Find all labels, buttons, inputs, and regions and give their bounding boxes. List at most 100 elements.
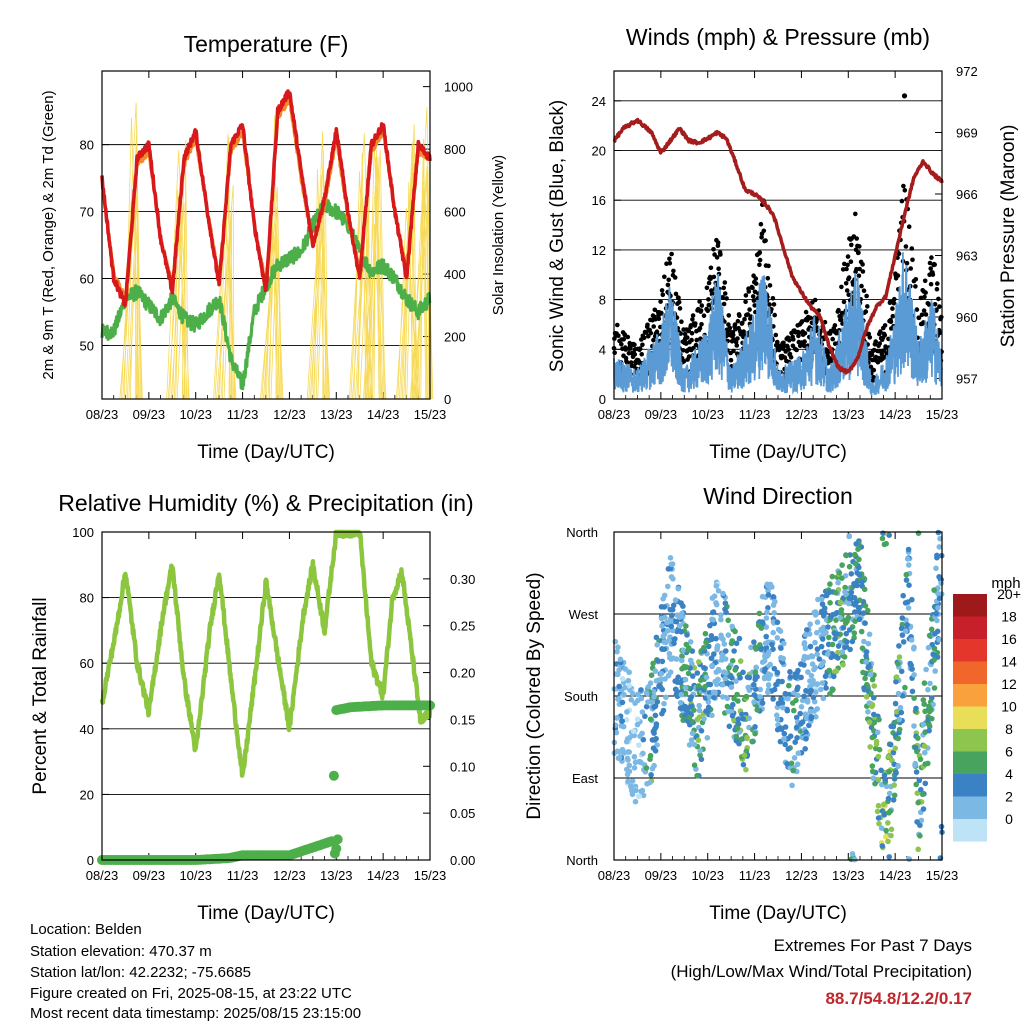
direction-point	[642, 713, 648, 720]
direction-point	[885, 753, 892, 760]
gust-point	[699, 303, 705, 308]
direction-point	[696, 659, 702, 665]
direction-point	[659, 658, 666, 665]
direction-point	[731, 648, 737, 654]
direction-point	[922, 780, 929, 787]
direction-point	[701, 716, 707, 722]
gust-point	[906, 224, 912, 229]
direction-point	[772, 598, 778, 605]
x-tick-label: 12/23	[785, 407, 818, 422]
direction-point	[879, 535, 886, 542]
direction-point	[774, 635, 781, 641]
gust-point	[750, 294, 756, 299]
gust-point	[929, 255, 934, 260]
direction-point	[769, 584, 775, 590]
direction-point	[643, 703, 650, 710]
direction-point	[829, 573, 836, 580]
gust-point	[796, 330, 802, 336]
direction-point	[835, 643, 842, 649]
direction-point	[638, 687, 644, 693]
direction-point	[687, 639, 694, 645]
gust-point	[801, 343, 807, 349]
direction-point	[708, 633, 715, 639]
direction-point	[766, 649, 772, 655]
direction-point	[862, 620, 868, 626]
direction-point	[694, 772, 700, 779]
direction-point	[682, 690, 689, 697]
x-tick-label: 13/23	[832, 868, 865, 883]
direction-point	[653, 721, 660, 727]
y2-tick-label: 960	[956, 310, 978, 325]
y-tick-label: North	[566, 525, 598, 540]
direction-point	[631, 765, 638, 771]
gust-point	[740, 320, 745, 326]
gust-point	[901, 93, 908, 99]
direction-point	[856, 556, 862, 563]
direction-point	[694, 670, 701, 676]
direction-point	[795, 750, 802, 756]
direction-point	[936, 595, 943, 602]
direction-point	[732, 667, 738, 673]
gust-point	[697, 326, 703, 331]
direction-point	[779, 678, 785, 685]
y2-tick-label: 972	[956, 64, 978, 79]
direction-point	[846, 627, 853, 633]
direction-point	[651, 730, 657, 736]
direction-point	[669, 612, 675, 619]
gust-point	[799, 319, 805, 324]
direction-point	[875, 753, 882, 760]
direction-point	[915, 799, 921, 806]
direction-point	[659, 623, 665, 629]
direction-point	[863, 653, 869, 659]
direction-point	[869, 763, 876, 769]
gust-point	[722, 280, 728, 285]
direction-point	[933, 610, 939, 617]
direction-point	[861, 586, 868, 593]
direction-point	[652, 726, 658, 732]
direction-point	[625, 749, 631, 755]
direction-point	[718, 616, 724, 623]
direction-point	[788, 760, 795, 767]
gust-point	[710, 291, 715, 296]
direction-point	[810, 681, 816, 687]
direction-point	[883, 827, 889, 834]
direction-point	[780, 704, 786, 711]
humidity-plot: 08/23 09/23 10/23 11/23 12/23 13/23 14/23 15/23…	[72, 525, 475, 883]
direction-point	[869, 703, 875, 710]
y-tick-label: South	[564, 689, 598, 704]
direction-point	[754, 707, 760, 713]
direction-point	[805, 654, 811, 661]
direction-point	[808, 672, 815, 679]
gust-point	[758, 221, 764, 227]
gust-point	[686, 328, 691, 334]
temperature-xlabel: Time (Day/UTC)	[197, 442, 335, 463]
gust-point	[721, 301, 727, 307]
gust-point	[908, 266, 913, 271]
direction-point	[839, 649, 846, 655]
direction-point	[833, 668, 840, 674]
direction-point	[632, 798, 639, 805]
direction-point	[629, 791, 636, 798]
gust-point	[766, 263, 771, 269]
direction-point	[678, 629, 684, 635]
direction-point	[734, 691, 740, 698]
direction-point	[837, 615, 843, 621]
direction-point	[682, 703, 688, 710]
direction-point	[735, 698, 741, 704]
y-tick-label: 50	[80, 338, 94, 353]
gust-point	[928, 266, 933, 271]
y2-tick-label: 0.20	[450, 666, 475, 681]
direction-point	[933, 565, 939, 572]
direction-point	[855, 546, 861, 552]
direction-point	[614, 715, 620, 721]
direction-point	[909, 688, 916, 695]
gust-point	[791, 337, 796, 342]
direction-point	[646, 779, 653, 786]
direction-point	[679, 657, 685, 664]
direction-point	[709, 712, 715, 719]
direction-point	[785, 746, 792, 752]
winds-ylabel: Sonic Wind & Gust (Blue, Black)	[547, 100, 568, 372]
direction-point	[885, 820, 891, 826]
direction-point	[820, 624, 827, 631]
direction-point	[866, 719, 873, 725]
